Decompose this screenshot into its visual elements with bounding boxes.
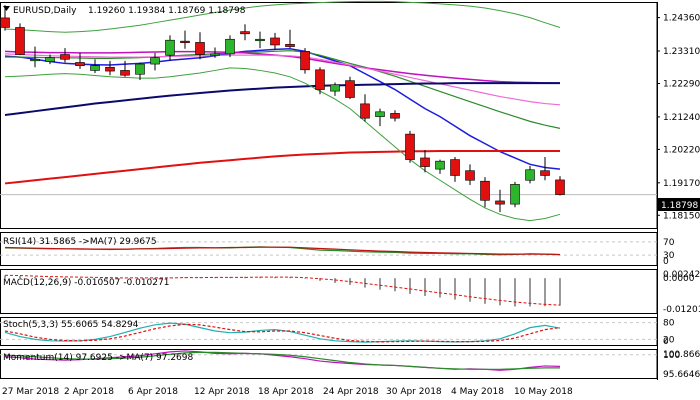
candle-bear xyxy=(300,51,310,71)
y-tick-label: 0.0000 xyxy=(663,274,695,284)
x-tick-label: 2 Apr 2018 xyxy=(64,387,114,397)
x-tick-label: 18 Apr 2018 xyxy=(258,387,314,397)
axis-labels: 1.24360 1.23310 1.22290 1.21240 1.20220 1.191… xyxy=(657,14,700,380)
y-tick-label: 95.6646 xyxy=(663,370,700,380)
candle-bear xyxy=(120,70,130,76)
candle-bull xyxy=(330,84,340,92)
current-price-tag: 1.18798 xyxy=(658,198,700,211)
candle-bull xyxy=(525,169,535,181)
candle-bull xyxy=(135,63,145,75)
symbol-label: EURUSD,Daily xyxy=(13,6,77,16)
candle-bear xyxy=(405,133,415,160)
rsi-title: RSI(14) 31.5865 ->MA(7) 29.9675 xyxy=(3,237,157,247)
x-tick-label: 4 May 2018 xyxy=(451,387,504,397)
candle-bear xyxy=(390,113,400,119)
candle-bear xyxy=(555,179,565,195)
candle-bear xyxy=(285,44,295,47)
y-tick-label: 1.24360 xyxy=(663,14,700,24)
y-tick-label: 1.23310 xyxy=(663,47,700,57)
candle-bear xyxy=(315,69,325,90)
candle-bear xyxy=(15,27,25,55)
moving-average-line-4 xyxy=(4,82,560,116)
candle-bear xyxy=(195,42,205,55)
candle-bull xyxy=(165,39,175,56)
candle-bear xyxy=(180,40,190,43)
y-tick-label: 20 xyxy=(663,335,675,345)
moving-average-line-3 xyxy=(4,53,561,106)
candle-bear xyxy=(360,103,370,119)
x-tick-label: 6 Apr 2018 xyxy=(128,387,178,397)
candle-bull xyxy=(30,58,40,62)
indicator-line-1-1 xyxy=(4,246,561,256)
current-price-label: 1.18798 xyxy=(661,201,698,211)
y-tick-label: 1.18150 xyxy=(663,211,700,221)
candle-bear xyxy=(60,54,70,60)
candle-bear xyxy=(465,170,475,181)
x-tick-label: 10 May 2018 xyxy=(514,387,573,397)
time-axis: 27 Mar 2018 2 Apr 2018 6 Apr 2018 12 Apr… xyxy=(2,387,573,397)
x-tick-label: 24 Apr 2018 xyxy=(323,387,379,397)
y-tick-label: 1.21240 xyxy=(663,113,700,123)
candle-bear xyxy=(540,170,550,176)
candle-bull xyxy=(45,57,55,62)
x-tick-label: 12 Apr 2018 xyxy=(194,387,250,397)
momentum-title: Momentum(14) 97.6925 ->MA(7) 97.2698 xyxy=(3,353,194,363)
indicator-line-3-1 xyxy=(4,323,561,343)
chart-marks xyxy=(0,0,657,371)
y-tick-label: 100.8662 xyxy=(663,350,700,360)
stoch-title: Stoch(5,3,3) 55.6065 54.8294 xyxy=(3,320,139,330)
y-tick-label: 0 xyxy=(663,257,669,267)
candle-bull xyxy=(210,53,220,56)
candle-bear xyxy=(345,80,355,98)
candle-bear xyxy=(495,200,505,205)
candle-bear xyxy=(0,17,10,28)
candle-bear xyxy=(270,37,280,46)
candle-bull xyxy=(510,184,520,205)
moving-average-line-7 xyxy=(4,67,561,222)
moving-average-line-5 xyxy=(4,149,560,185)
current-price-box xyxy=(658,198,700,211)
chart-header: EURUSD,Daily 1.19260 1.19384 1.18769 1.1… xyxy=(3,6,246,16)
collapse-triangle-icon[interactable] xyxy=(3,6,10,11)
y-tick-label: -0.01201 xyxy=(663,305,700,315)
y-tick-label: 80 xyxy=(663,319,675,329)
candle-bull xyxy=(435,160,445,170)
indicator-line-4-1 xyxy=(4,351,560,370)
ohlc-values: 1.19260 1.19384 1.18769 1.18798 xyxy=(88,6,246,16)
macd-signal-line xyxy=(4,274,561,306)
y-tick-label: 1.20220 xyxy=(663,145,700,155)
y-tick-label: 0 xyxy=(663,337,669,347)
candle-bull xyxy=(375,111,385,117)
candle-bear xyxy=(240,31,250,35)
candle-bull xyxy=(255,38,265,42)
candle-bull xyxy=(150,57,160,65)
y-tick-label: 1.22290 xyxy=(663,79,700,89)
y-tick-label: 70 xyxy=(663,238,675,248)
y-tick-label: 100 xyxy=(663,351,680,361)
y-tick-label: 1.19170 xyxy=(663,179,700,189)
moving-average-line-6 xyxy=(4,0,561,33)
candle-bear xyxy=(450,159,460,176)
candle-bear xyxy=(420,157,430,167)
candle-bull xyxy=(225,38,235,55)
y-tick-label: 0.00242 xyxy=(663,270,700,280)
macd-title: MACD(12,26,9) -0.010507 -0.010271 xyxy=(3,278,169,288)
moving-average-line-0 xyxy=(4,48,561,170)
y-tick-label: 30 xyxy=(663,251,675,261)
candle-bull xyxy=(90,65,100,71)
candle-bear xyxy=(480,180,490,201)
moving-average-line-1 xyxy=(5,50,561,129)
candle-bear xyxy=(105,66,115,72)
candle-bear xyxy=(75,62,85,66)
x-tick-label: 30 Apr 2018 xyxy=(386,387,442,397)
x-tick-label: 27 Mar 2018 xyxy=(2,387,59,397)
